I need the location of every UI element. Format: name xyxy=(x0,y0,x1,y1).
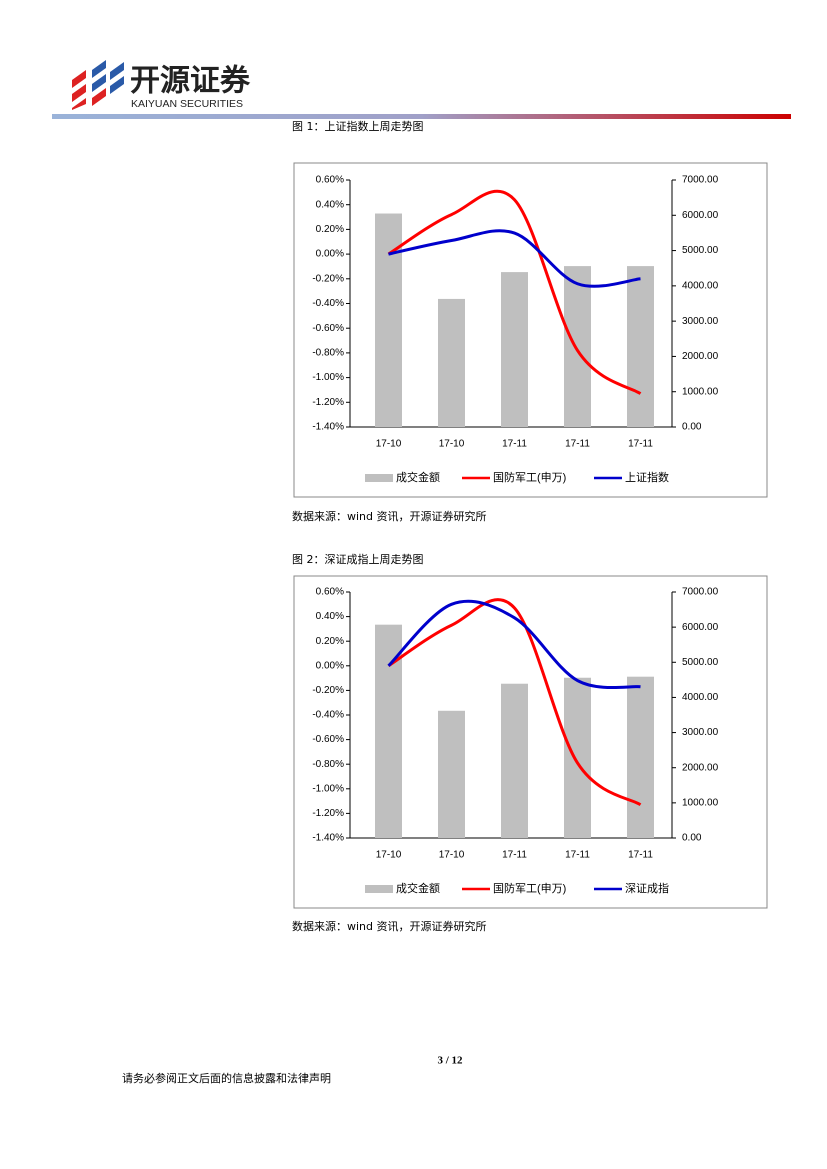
figure-caption: 图 2：深证成指上周走势图 xyxy=(292,552,424,566)
y2-tick-label: 3000.00 xyxy=(682,727,719,738)
logo-mark xyxy=(72,60,124,110)
y-tick-label: 0.20% xyxy=(316,224,344,235)
header-rule xyxy=(52,114,791,119)
y-tick-label: -1.40% xyxy=(312,422,344,433)
legend-label: 国防军工(申万) xyxy=(493,881,566,895)
page-number: 3 / 12 xyxy=(437,1055,463,1067)
y-tick-label: -0.20% xyxy=(312,273,344,284)
y2-tick-label: 0.00 xyxy=(682,833,702,844)
y2-tick-label: 7000.00 xyxy=(682,587,719,598)
x-tick-label: 17-11 xyxy=(628,439,653,450)
y-tick-label: 0.00% xyxy=(316,249,344,260)
y2-tick-label: 6000.00 xyxy=(682,622,719,633)
y-tick-label: -1.20% xyxy=(312,808,344,819)
bar xyxy=(627,676,654,838)
legend-label: 成交金额 xyxy=(396,470,440,484)
y2-tick-label: 4000.00 xyxy=(682,692,719,703)
bar xyxy=(438,710,465,838)
bar xyxy=(564,266,591,427)
y-tick-label: 0.20% xyxy=(316,636,344,647)
y2-tick-label: 6000.00 xyxy=(682,210,719,221)
legend-swatch xyxy=(365,474,393,482)
line xyxy=(387,598,642,807)
figure-caption: 图 1：上证指数上周走势图 xyxy=(292,119,424,133)
y-tick-label: -1.20% xyxy=(312,397,344,408)
y2-tick-label: 7000.00 xyxy=(682,175,719,186)
y2-tick-label: 5000.00 xyxy=(682,657,719,668)
bar xyxy=(501,272,528,427)
line xyxy=(388,229,641,288)
legend-label: 上证指数 xyxy=(625,470,669,484)
x-tick-label: 17-11 xyxy=(565,850,590,861)
legend-label: 成交金额 xyxy=(396,881,440,895)
source-note: 数据来源：wind 资讯，开源证券研究所 xyxy=(292,509,487,523)
legend-swatch xyxy=(365,885,393,893)
logo-en: KAIYUAN SECURITIES xyxy=(131,98,243,110)
y-tick-label: -1.40% xyxy=(312,833,344,844)
legend-label: 国防军工(申万) xyxy=(493,470,566,484)
disclaimer: 请务必参阅正文后面的信息披露和法律声明 xyxy=(122,1071,331,1085)
y-tick-label: 0.00% xyxy=(316,660,344,671)
y-tick-label: -1.00% xyxy=(312,783,344,794)
chart-frame xyxy=(293,575,768,909)
y-tick-label: 0.40% xyxy=(316,611,344,622)
y-tick-label: 0.60% xyxy=(316,175,344,186)
line xyxy=(387,599,641,690)
y-tick-label: 0.40% xyxy=(316,199,344,210)
x-tick-label: 17-11 xyxy=(502,850,527,861)
y2-tick-label: 3000.00 xyxy=(682,316,719,327)
y2-tick-label: 1000.00 xyxy=(682,797,719,808)
y2-tick-label: 4000.00 xyxy=(682,280,719,291)
y2-tick-label: 1000.00 xyxy=(682,386,719,397)
bar xyxy=(627,266,654,427)
line xyxy=(387,189,642,395)
y-tick-label: -0.60% xyxy=(312,323,344,334)
bar xyxy=(375,213,402,427)
bar xyxy=(438,298,465,427)
y-tick-label: -0.80% xyxy=(312,348,344,359)
bar xyxy=(501,683,528,838)
x-tick-label: 17-10 xyxy=(439,439,465,450)
source-note: 数据来源：wind 资讯，开源证券研究所 xyxy=(292,919,487,933)
y-tick-label: -0.40% xyxy=(312,710,344,721)
logo-cn: 开源证券 xyxy=(130,64,251,99)
x-tick-label: 17-11 xyxy=(565,439,590,450)
y-tick-label: -0.20% xyxy=(312,685,344,696)
y2-tick-label: 5000.00 xyxy=(682,245,719,256)
x-tick-label: 17-10 xyxy=(376,850,402,861)
y-tick-label: -0.80% xyxy=(312,759,344,770)
x-tick-label: 17-11 xyxy=(502,439,527,450)
bar xyxy=(564,677,591,838)
x-tick-label: 17-10 xyxy=(439,850,465,861)
x-tick-label: 17-11 xyxy=(628,850,653,861)
y-tick-label: -1.00% xyxy=(312,372,344,383)
y2-tick-label: 0.00 xyxy=(682,422,702,433)
y-tick-label: -0.60% xyxy=(312,734,344,745)
legend-label: 深证成指 xyxy=(625,881,669,895)
y2-tick-label: 2000.00 xyxy=(682,351,719,362)
y-tick-label: -0.40% xyxy=(312,298,344,309)
x-tick-label: 17-10 xyxy=(376,439,402,450)
y2-tick-label: 2000.00 xyxy=(682,762,719,773)
chart-frame xyxy=(293,162,768,498)
y-tick-label: 0.60% xyxy=(316,587,344,598)
